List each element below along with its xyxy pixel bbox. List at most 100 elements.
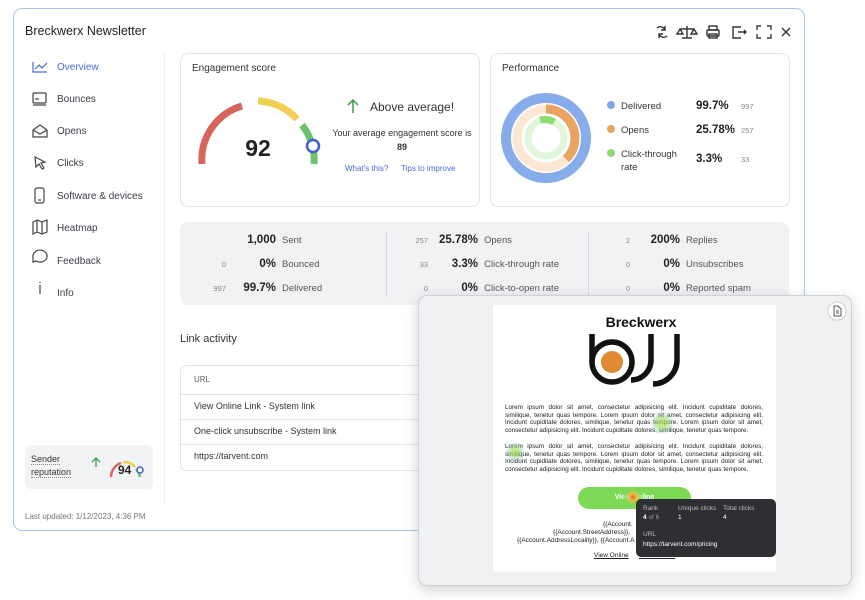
link-row[interactable]: https://tarvent.com: [194, 451, 269, 461]
card-title: Performance: [502, 63, 560, 74]
stat-value: 0%: [259, 258, 276, 270]
stat-value: 25.78%: [438, 234, 478, 246]
legend-name: Opens: [621, 125, 649, 136]
sender-label: reputation: [31, 467, 72, 478]
stat-count: 997: [213, 284, 226, 293]
sender-score: 94: [118, 463, 132, 477]
print-button[interactable]: [706, 25, 720, 39]
fullscreen-button[interactable]: [756, 25, 772, 39]
table-header: URL: [194, 375, 211, 384]
engagement-card: [180, 53, 480, 207]
legend-dot: [607, 149, 615, 157]
engagement-score: 92: [245, 135, 271, 161]
help-link[interactable]: What's this?: [345, 164, 389, 173]
stat-label: Reported spam: [686, 283, 751, 294]
description-text: Your average engagement score is: [332, 128, 472, 138]
tooltip-rank: 4 of 6: [643, 514, 659, 521]
sidebar-icons: [32, 62, 48, 294]
nav-item[interactable]: Feedback: [57, 256, 101, 267]
footer-line: {{Account.AddressLocality}}, {{Account.A: [517, 537, 635, 544]
nav-item[interactable]: Bounces: [57, 94, 96, 105]
performance-donut: [501, 93, 591, 183]
close-button[interactable]: [781, 27, 791, 37]
stat-label: Replies: [686, 235, 718, 246]
stats-divider: [386, 232, 387, 297]
tooltip-label: Total clicks: [723, 505, 755, 512]
legend-dot: [607, 125, 615, 133]
link-row[interactable]: One-click unsubscribe - System link: [194, 426, 337, 436]
footer-line: {{Account.StreetAddress}},: [553, 529, 630, 536]
legend-percent: 3.3%: [696, 153, 723, 165]
stat-value: 99.7%: [243, 282, 276, 294]
tooltip-label: URL: [643, 531, 657, 538]
stat-label: Click-through rate: [484, 259, 559, 270]
compare-button[interactable]: [675, 26, 699, 39]
stat-count: 0: [423, 284, 428, 293]
refresh-button[interactable]: [656, 26, 668, 38]
stat-label: Click-to-open rate: [484, 283, 559, 294]
sender-label: Sender: [31, 454, 61, 465]
last-updated: Last updated: 1/12/2023, 4:36 PM: [25, 512, 146, 521]
tooltip-label: Rank: [643, 505, 659, 512]
stat-value: 1,000: [247, 234, 276, 246]
nav-item[interactable]: Heatmap: [57, 223, 98, 234]
nav-item[interactable]: Info: [57, 288, 74, 299]
stat-label: Bounced: [282, 259, 320, 270]
tooltip-value: 1: [678, 514, 682, 521]
open-button[interactable]: [827, 301, 847, 321]
nav-item[interactable]: Overview: [57, 62, 99, 73]
tooltip-url: https://tarvent.com/pricing: [643, 541, 718, 548]
stat-value: 3.3%: [451, 258, 478, 270]
brand-logo: [589, 334, 680, 387]
stat-value: 200%: [650, 234, 680, 246]
stat-label: Opens: [484, 235, 512, 246]
stat-label: Sent: [282, 235, 302, 246]
stat-count: 33: [419, 260, 428, 269]
nav-item[interactable]: Clicks: [57, 158, 84, 169]
average-score: 89: [396, 142, 407, 152]
window-title: Breckwerx Newsletter: [25, 24, 146, 38]
up-arrow: [347, 98, 359, 113]
stat-count: 257: [415, 236, 428, 245]
engagement-gauge: [198, 97, 321, 165]
legend-count: 997: [741, 102, 754, 111]
stat-label: Unsubscribes: [686, 259, 744, 270]
stat-value: 0%: [663, 258, 680, 270]
help-link[interactable]: Tips to improve: [401, 164, 456, 173]
sender-reputation-box: [25, 445, 153, 489]
brand-name: Breckwerx: [605, 314, 677, 330]
email-paragraph: Lorem ipsum dolor sit amet, consectetur …: [505, 404, 763, 434]
legend-name: Click-through rate: [621, 149, 677, 173]
tooltip-label: Unique clicks: [678, 505, 717, 512]
stat-count: 0: [221, 260, 226, 269]
stat-value: 0%: [461, 282, 478, 294]
engagement-description: Your average engagement score is 89: [332, 126, 472, 154]
footer-line: {{Account.: [603, 521, 633, 528]
legend-count: 33: [741, 155, 750, 164]
rank-value: 4: [643, 514, 647, 521]
footer-link[interactable]: View Online: [594, 552, 629, 559]
rank-total: of 6: [648, 514, 660, 521]
tooltip-value: 4: [723, 514, 727, 521]
link-row[interactable]: View Online Link - System link: [194, 401, 315, 411]
legend-dot: [607, 101, 615, 109]
stat-count: 2: [625, 236, 630, 245]
email-paragraph: Lorem ipsum dolor sit amet, consectetur …: [505, 443, 763, 473]
section-title: Link activity: [180, 333, 237, 345]
legend-name: Delivered: [621, 101, 662, 112]
sidebar-divider: [164, 53, 165, 503]
engagement-status: Above average!: [370, 100, 455, 114]
stat-count: 0: [625, 284, 630, 293]
export-button[interactable]: [732, 26, 747, 39]
card-title: Engagement score: [192, 63, 276, 74]
nav-item[interactable]: Opens: [57, 126, 87, 137]
stats-panel: [180, 222, 789, 305]
legend-percent: 99.7%: [696, 100, 729, 112]
legend-percent: 25.78%: [696, 124, 736, 136]
stats-divider: [588, 232, 589, 297]
nav-item[interactable]: Software & devices: [57, 191, 143, 202]
heatmap-tooltip: [636, 499, 776, 557]
stat-label: Delivered: [282, 283, 323, 294]
stat-value: 0%: [663, 282, 680, 294]
